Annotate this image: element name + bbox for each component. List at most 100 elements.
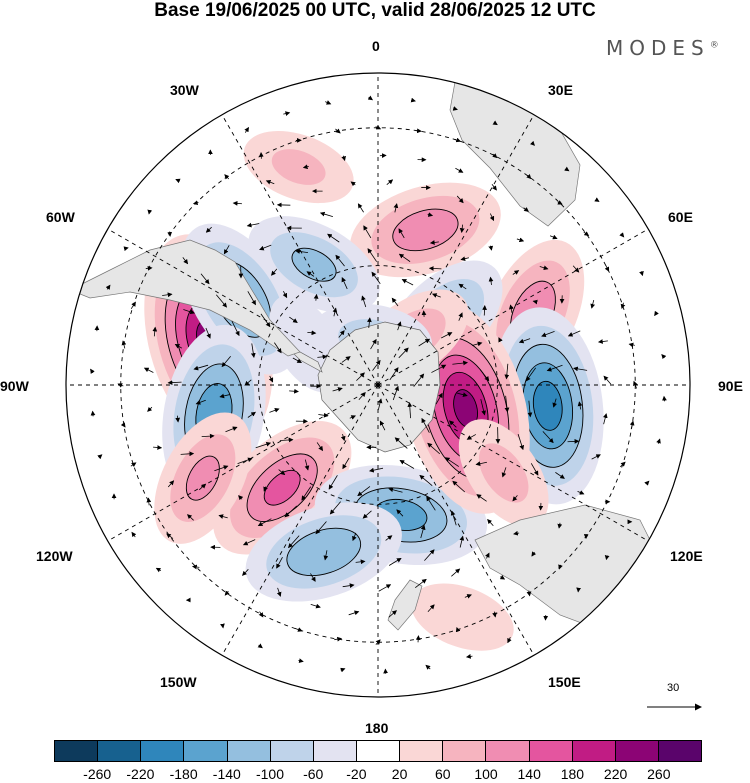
wind-vector bbox=[153, 445, 163, 450]
colorbar-swatch bbox=[98, 741, 142, 761]
wind-vector bbox=[201, 433, 215, 439]
wind-vector bbox=[90, 410, 96, 417]
lon-label-30e: 30E bbox=[548, 82, 573, 98]
wind-vector bbox=[426, 496, 436, 511]
wind-vector bbox=[130, 462, 137, 468]
wind-vector bbox=[295, 249, 309, 254]
wind-vector bbox=[120, 422, 126, 428]
wind-vector bbox=[288, 535, 300, 549]
wind-vector bbox=[332, 387, 343, 392]
wind-vector bbox=[367, 95, 374, 101]
wind-vector bbox=[327, 233, 340, 243]
wind-vector bbox=[546, 364, 563, 372]
wind-vector bbox=[367, 248, 378, 262]
positive-anomaly bbox=[350, 182, 501, 278]
wind-vector bbox=[415, 578, 427, 589]
wind-vector bbox=[244, 126, 249, 133]
wind-vector bbox=[367, 317, 372, 328]
wind-vector bbox=[316, 442, 324, 452]
wind-vector bbox=[413, 373, 425, 387]
wind-vector bbox=[341, 155, 346, 162]
wind-vector bbox=[356, 372, 365, 381]
wind-vector bbox=[180, 451, 195, 457]
wind-vector bbox=[192, 200, 199, 206]
wind-vector bbox=[415, 128, 422, 134]
wind-vector bbox=[218, 514, 228, 519]
wind-vector bbox=[451, 568, 461, 577]
wind-vector bbox=[342, 583, 355, 589]
wind-vector bbox=[471, 341, 483, 347]
colorbar-swatch bbox=[356, 741, 401, 761]
wind-vector bbox=[444, 457, 459, 467]
wind-vector bbox=[105, 284, 111, 290]
anomaly-contour bbox=[411, 583, 514, 651]
wind-vector bbox=[247, 291, 256, 306]
wind-vector bbox=[661, 354, 667, 360]
wind-vector bbox=[375, 639, 381, 645]
wind-vector bbox=[187, 514, 194, 521]
wind-vector bbox=[557, 522, 563, 529]
colorbar-swatch bbox=[572, 741, 616, 761]
colorbar-swatch bbox=[55, 741, 99, 761]
wind-vector bbox=[342, 457, 350, 470]
wind-vector bbox=[529, 140, 535, 146]
wind-vector bbox=[583, 231, 590, 236]
wind-vector bbox=[260, 313, 271, 328]
wind-vector bbox=[219, 393, 230, 399]
wind-vector bbox=[244, 379, 252, 386]
meridian-line bbox=[221, 384, 379, 656]
wind-vector bbox=[452, 480, 466, 493]
wind-vector bbox=[215, 294, 228, 308]
colorbar-swatch bbox=[529, 741, 573, 761]
wind-vector bbox=[465, 654, 473, 659]
wind-vector bbox=[317, 354, 328, 360]
wind-vector bbox=[567, 438, 580, 444]
wind-vector bbox=[388, 487, 403, 493]
anomaly-contour bbox=[291, 247, 337, 282]
wind-vector bbox=[633, 380, 638, 389]
wind-vector bbox=[482, 305, 487, 316]
wind-vector bbox=[455, 626, 461, 633]
colorbar-swatch bbox=[486, 741, 530, 761]
positive-anomaly bbox=[154, 412, 252, 544]
wind-vector bbox=[552, 398, 558, 408]
colorbar-ticks: -260 -220 -180 -140 -100 -60 -20 20 60 100 140 180 2… bbox=[54, 766, 702, 782]
wind-vector bbox=[388, 557, 402, 566]
wind-vector bbox=[526, 590, 532, 597]
wind-vector bbox=[604, 554, 610, 561]
wind-vector bbox=[221, 355, 231, 368]
wind-vector bbox=[475, 461, 487, 466]
wind-vector bbox=[485, 552, 490, 559]
latitude-circle bbox=[258, 265, 498, 505]
wind-vector bbox=[247, 411, 256, 418]
wind-vector bbox=[420, 524, 426, 539]
wind-vector bbox=[498, 337, 503, 343]
wind-vector bbox=[338, 330, 345, 338]
lon-label-60w: 60W bbox=[46, 209, 75, 225]
wind-vector bbox=[269, 408, 280, 413]
colorbar-swatch bbox=[443, 741, 487, 761]
wind-vector bbox=[265, 180, 275, 185]
wind-vector bbox=[564, 166, 570, 172]
wind-vector bbox=[602, 413, 608, 425]
wind-vector bbox=[464, 594, 472, 599]
wind-vector bbox=[619, 232, 625, 238]
lon-label-150w: 150W bbox=[160, 674, 197, 690]
lon-label-150e: 150E bbox=[548, 674, 581, 690]
wind-vector bbox=[532, 299, 538, 305]
wind-vector bbox=[425, 664, 431, 670]
wind-vector bbox=[192, 564, 200, 570]
wind-vector bbox=[340, 433, 346, 442]
wind-vector bbox=[145, 265, 153, 271]
lon-label-120e: 120E bbox=[670, 548, 703, 564]
wind-vector bbox=[332, 307, 338, 317]
positive-anomaly bbox=[212, 421, 352, 555]
wind-vector bbox=[450, 510, 457, 526]
wind-vector bbox=[310, 603, 321, 609]
wind-vector bbox=[238, 495, 244, 501]
wind-vector bbox=[90, 368, 95, 375]
wind-vector bbox=[539, 265, 549, 271]
wind-vector bbox=[558, 564, 563, 570]
wind-vector bbox=[573, 366, 588, 372]
wind-vector bbox=[542, 431, 554, 444]
